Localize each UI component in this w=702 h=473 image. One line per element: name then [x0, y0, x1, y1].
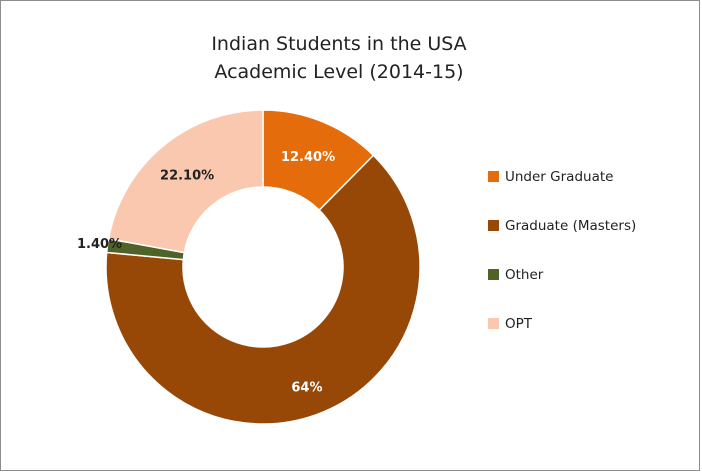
donut-slices [105, 109, 421, 425]
legend: Under Graduate Graduate (Masters) Other OPT [488, 169, 636, 332]
legend-label-opt: OPT [505, 316, 533, 332]
data-labels: 12.40% 64% 1.40% 22.10% [77, 150, 335, 395]
legend-swatch-graduate-masters [488, 220, 499, 231]
data-label-other: 1.40% [77, 237, 122, 252]
legend-swatch-opt [488, 318, 499, 329]
data-label-graduate-masters: 64% [291, 380, 322, 395]
slice-graduate-masters [105, 154, 421, 425]
legend-swatch-other [488, 269, 499, 280]
data-label-under-graduate: 12.40% [281, 150, 335, 165]
legend-label-graduate-masters: Graduate (Masters) [505, 218, 636, 234]
legend-label-other: Other [505, 267, 544, 283]
chart-title-line-1: Indian Students in the USA [211, 33, 466, 55]
legend-label-under-graduate: Under Graduate [505, 169, 613, 185]
legend-swatch-under-graduate [488, 171, 499, 182]
slice-opt [107, 109, 264, 254]
data-label-opt: 22.10% [160, 168, 214, 183]
chart-title-line-2: Academic Level (2014-15) [214, 61, 463, 83]
